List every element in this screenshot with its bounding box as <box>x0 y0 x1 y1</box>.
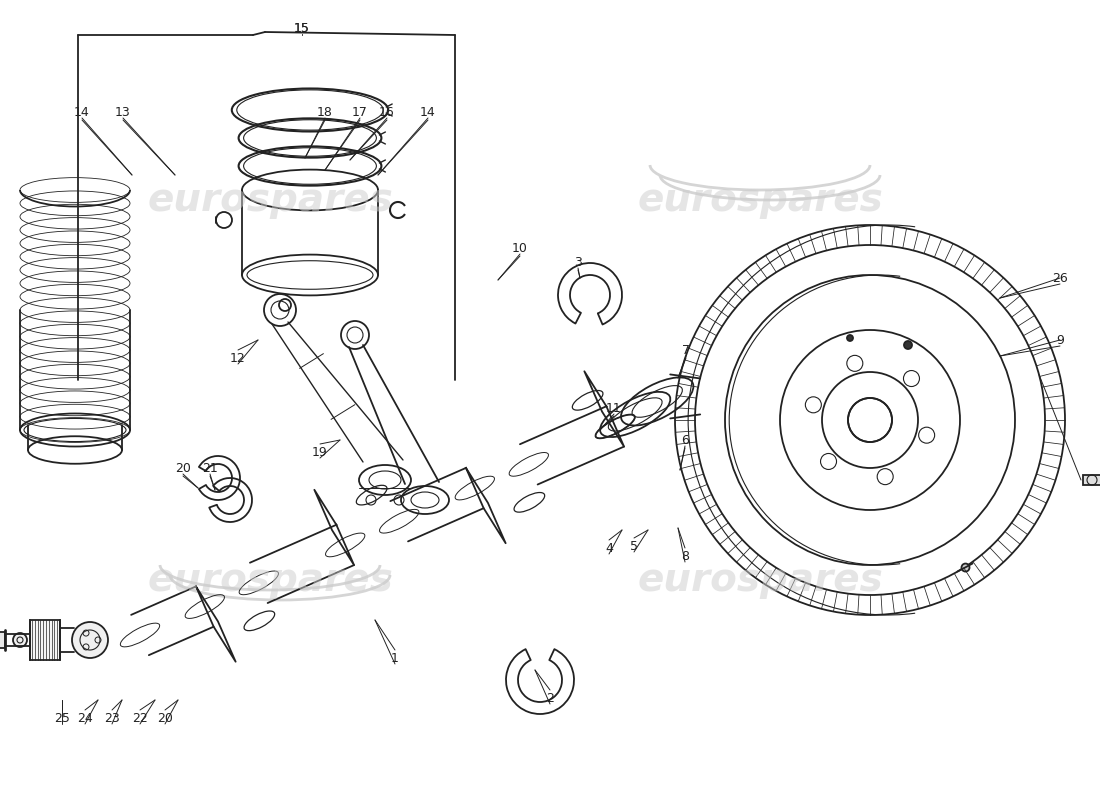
Text: 21: 21 <box>202 462 218 474</box>
Text: 20: 20 <box>157 711 173 725</box>
Bar <box>0 632 6 648</box>
Text: 18: 18 <box>317 106 333 118</box>
Bar <box>30 620 60 660</box>
Text: 22: 22 <box>132 711 147 725</box>
Text: 14: 14 <box>74 106 90 118</box>
Text: 11: 11 <box>606 402 621 414</box>
Circle shape <box>961 563 969 571</box>
Ellipse shape <box>13 633 28 647</box>
Text: 14: 14 <box>420 106 436 118</box>
Text: 8: 8 <box>681 550 689 562</box>
Text: 26: 26 <box>1052 271 1068 285</box>
Text: 19: 19 <box>312 446 328 458</box>
Text: 2: 2 <box>546 691 554 705</box>
Bar <box>1084 475 1100 485</box>
Text: 23: 23 <box>104 711 120 725</box>
Ellipse shape <box>72 622 108 658</box>
Text: 15: 15 <box>294 22 310 34</box>
Text: 5: 5 <box>630 539 638 553</box>
Text: 1: 1 <box>392 651 399 665</box>
Text: 17: 17 <box>352 106 367 118</box>
Text: 4: 4 <box>605 542 613 554</box>
Text: eurospares: eurospares <box>637 561 883 599</box>
Text: 13: 13 <box>116 106 131 118</box>
Circle shape <box>904 341 912 349</box>
Text: eurospares: eurospares <box>637 181 883 219</box>
Text: 15: 15 <box>294 22 310 34</box>
Text: 9: 9 <box>1056 334 1064 346</box>
Text: 20: 20 <box>175 462 191 474</box>
Text: eurospares: eurospares <box>147 561 393 599</box>
Text: 6: 6 <box>681 434 689 446</box>
Text: eurospares: eurospares <box>147 181 393 219</box>
Text: 3: 3 <box>574 255 582 269</box>
Text: 12: 12 <box>230 351 246 365</box>
Circle shape <box>847 335 852 341</box>
Text: 24: 24 <box>77 711 92 725</box>
Text: 25: 25 <box>54 711 70 725</box>
Text: 7: 7 <box>682 343 690 357</box>
Text: 10: 10 <box>513 242 528 254</box>
Text: 16: 16 <box>379 106 395 118</box>
